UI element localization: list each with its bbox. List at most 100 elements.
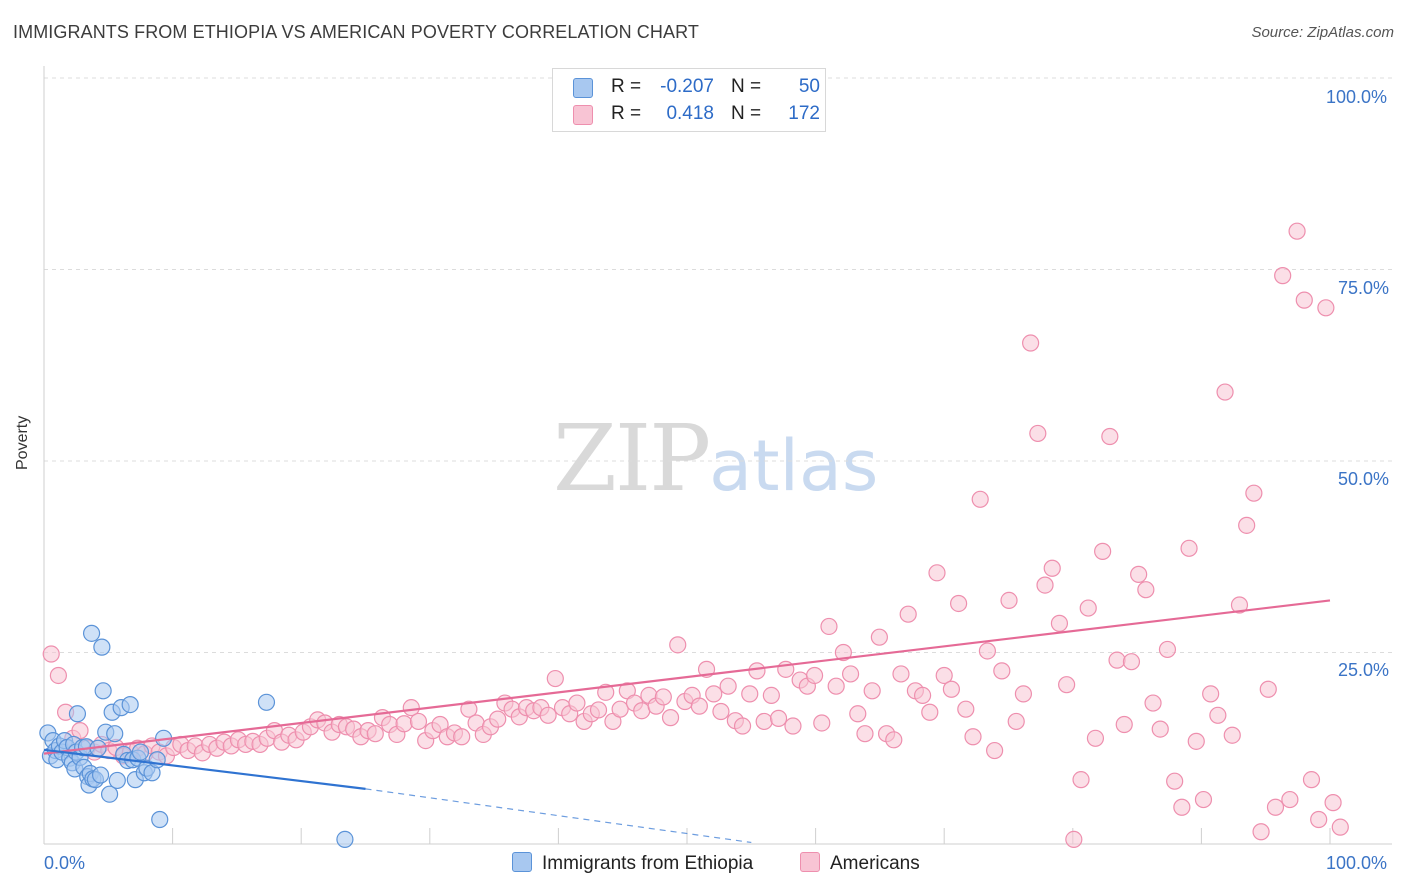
americans-point bbox=[784, 717, 802, 735]
americans-point bbox=[1137, 581, 1155, 599]
legend-item-ethiopia[interactable]: Immigrants from Ethiopia bbox=[512, 852, 753, 875]
americans-point bbox=[1295, 291, 1313, 309]
americans-point bbox=[1151, 720, 1169, 738]
americans-point bbox=[1043, 559, 1061, 577]
grid-lines bbox=[44, 77, 1392, 653]
y-tick-100: 100.0% bbox=[1326, 87, 1388, 107]
americans-point bbox=[870, 628, 888, 646]
americans-point bbox=[1050, 614, 1069, 632]
americans-point bbox=[978, 642, 997, 660]
americans-point bbox=[928, 564, 946, 582]
americans-point bbox=[546, 669, 564, 688]
chart-title: IMMIGRANTS FROM ETHIOPIA VS AMERICAN POV… bbox=[13, 22, 699, 42]
americans-point bbox=[1079, 599, 1097, 617]
americans-point bbox=[453, 728, 471, 746]
americans-point bbox=[633, 702, 651, 720]
americans-point bbox=[1266, 798, 1285, 816]
americans-point bbox=[964, 728, 982, 746]
americans-point bbox=[935, 666, 953, 685]
americans-point bbox=[1274, 267, 1292, 285]
americans-point bbox=[42, 645, 60, 663]
legend-item-americans[interactable]: Americans bbox=[800, 852, 920, 875]
americans-point bbox=[1281, 790, 1299, 809]
americans-point bbox=[1108, 651, 1126, 669]
americans-point bbox=[1072, 771, 1090, 789]
stats-legend: R = -0.207 N = 50 R = 0.418 N = 172 bbox=[552, 68, 826, 132]
americans-point bbox=[1202, 685, 1220, 703]
americans-point bbox=[863, 682, 881, 700]
legend-r-label: R = bbox=[611, 76, 642, 97]
ethiopia-point bbox=[121, 695, 139, 714]
americans-trend-line bbox=[43, 599, 1331, 755]
ethiopia-point bbox=[108, 771, 126, 790]
americans-point bbox=[1101, 427, 1119, 446]
americans-point bbox=[366, 725, 384, 743]
americans-point bbox=[1086, 729, 1105, 747]
ethiopia-point bbox=[151, 810, 169, 829]
americans-point bbox=[489, 710, 507, 728]
ethiopia-point bbox=[82, 624, 101, 642]
americans-point bbox=[690, 697, 708, 715]
americans-point bbox=[611, 700, 629, 718]
americans-point bbox=[950, 594, 968, 613]
americans-point bbox=[1331, 818, 1349, 836]
americans-point bbox=[1122, 653, 1141, 671]
x-tick-max: 100.0% bbox=[1326, 853, 1388, 873]
ethiopia-point bbox=[257, 693, 276, 711]
americans-point bbox=[705, 685, 723, 703]
americans-point bbox=[669, 636, 687, 654]
americans-point bbox=[741, 685, 759, 703]
legend-label-americans: Americans bbox=[830, 853, 920, 874]
americans-point bbox=[1245, 484, 1263, 502]
americans-point bbox=[1216, 383, 1234, 401]
ethiopia-point bbox=[93, 638, 111, 656]
americans-point bbox=[899, 605, 917, 623]
americans-point bbox=[1007, 712, 1025, 731]
americans-point bbox=[1065, 830, 1083, 849]
americans-point bbox=[1144, 694, 1162, 712]
americans-point bbox=[1029, 424, 1047, 443]
legend-r-value: 0.418 bbox=[666, 103, 714, 124]
americans-point bbox=[1180, 539, 1198, 557]
americans-point bbox=[1187, 732, 1205, 750]
ethiopia-point bbox=[336, 830, 354, 849]
americans-point bbox=[1310, 810, 1328, 829]
americans-point bbox=[805, 666, 824, 685]
americans-point bbox=[957, 700, 975, 718]
americans-point bbox=[589, 701, 608, 719]
americans-point bbox=[597, 683, 615, 701]
axes bbox=[43, 66, 1392, 845]
americans-point bbox=[1209, 706, 1227, 724]
americans-point bbox=[1238, 516, 1256, 534]
americans-point bbox=[841, 665, 860, 683]
ethiopia-trend-extension bbox=[365, 788, 752, 844]
legend-n-value: 50 bbox=[798, 76, 820, 97]
americans-point bbox=[712, 702, 730, 721]
americans-point bbox=[539, 706, 557, 724]
americans-point bbox=[762, 686, 780, 704]
americans-point bbox=[71, 722, 89, 740]
americans-point bbox=[1014, 685, 1033, 703]
americans-point bbox=[1252, 823, 1270, 841]
americans-point bbox=[1288, 222, 1306, 240]
y-tick-50: 50.0% bbox=[1338, 469, 1390, 489]
americans-point bbox=[986, 741, 1004, 760]
ethiopia-trend-line bbox=[43, 748, 366, 790]
ethiopia-point bbox=[131, 743, 150, 761]
americans-point bbox=[1259, 680, 1277, 698]
ethiopia-point bbox=[106, 725, 124, 743]
legend-label-ethiopia: Immigrants from Ethiopia bbox=[542, 853, 754, 874]
americans-point bbox=[892, 665, 910, 683]
americans-point bbox=[395, 715, 413, 733]
legend-r-label: R = bbox=[611, 103, 642, 124]
americans-point bbox=[661, 709, 680, 727]
americans-point bbox=[1194, 790, 1213, 809]
americans-point bbox=[1166, 772, 1184, 790]
watermark-atlas: atlas bbox=[709, 425, 879, 507]
americans-point bbox=[813, 714, 831, 732]
legend-swatch-pink bbox=[573, 105, 593, 125]
americans-point bbox=[1036, 576, 1054, 594]
americans-point bbox=[719, 677, 737, 695]
x-tick-min: 0.0% bbox=[44, 853, 86, 873]
